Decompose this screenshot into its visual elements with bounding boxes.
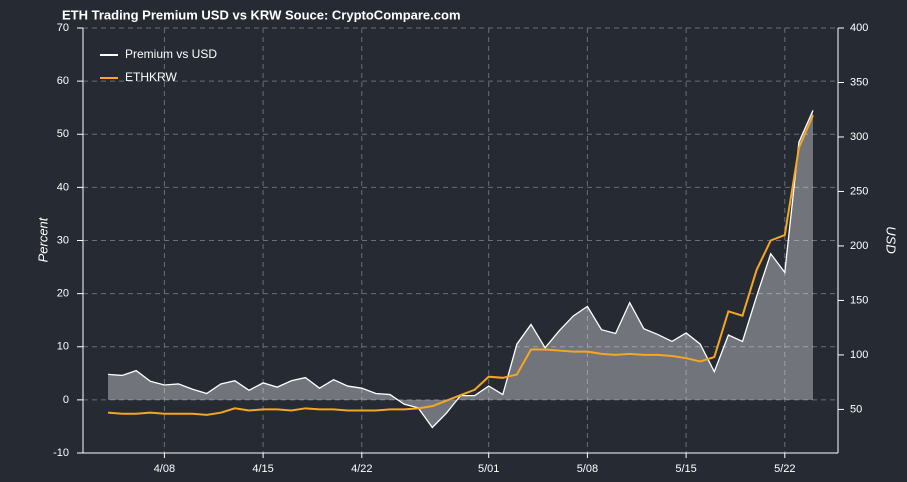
y2-tick-label: 300 xyxy=(850,131,868,143)
y-tick-label: 40 xyxy=(57,181,69,193)
y2-tick-label: 100 xyxy=(850,349,868,361)
chart-title: ETH Trading Premium USD vs KRW Souce: Cr… xyxy=(62,7,461,22)
y-tick-label: 20 xyxy=(57,288,69,300)
y2-tick-label: 400 xyxy=(850,22,868,34)
y-tick-label: 70 xyxy=(57,22,69,34)
y-axis-label: Percent xyxy=(35,216,50,262)
x-tick-label: 4/15 xyxy=(252,463,273,475)
y2-axis-label: USD xyxy=(884,226,899,253)
y-tick-label: 60 xyxy=(57,75,69,87)
y-tick-label: 30 xyxy=(57,234,69,246)
x-tick-label: 5/08 xyxy=(577,463,598,475)
y-tick-label: 0 xyxy=(63,394,69,406)
y2-tick-label: 250 xyxy=(850,185,868,197)
y2-tick-label: 150 xyxy=(850,294,868,306)
y2-tick-label: 350 xyxy=(850,76,868,88)
legend-label: Premium vs USD xyxy=(125,47,217,61)
x-tick-label: 4/22 xyxy=(351,463,372,475)
y-tick-label: 50 xyxy=(57,128,69,140)
x-tick-label: 5/22 xyxy=(774,463,795,475)
y-tick-label: -10 xyxy=(53,447,69,459)
y-tick-label: 10 xyxy=(57,341,69,353)
y2-tick-label: 50 xyxy=(850,403,862,415)
x-tick-label: 4/08 xyxy=(154,463,175,475)
x-tick-label: 5/15 xyxy=(675,463,696,475)
area xyxy=(108,110,813,428)
x-tick-label: 5/01 xyxy=(478,463,499,475)
series-line xyxy=(107,114,814,416)
legend-label: ETHKRW xyxy=(125,70,177,84)
y2-tick-label: 200 xyxy=(850,240,868,252)
